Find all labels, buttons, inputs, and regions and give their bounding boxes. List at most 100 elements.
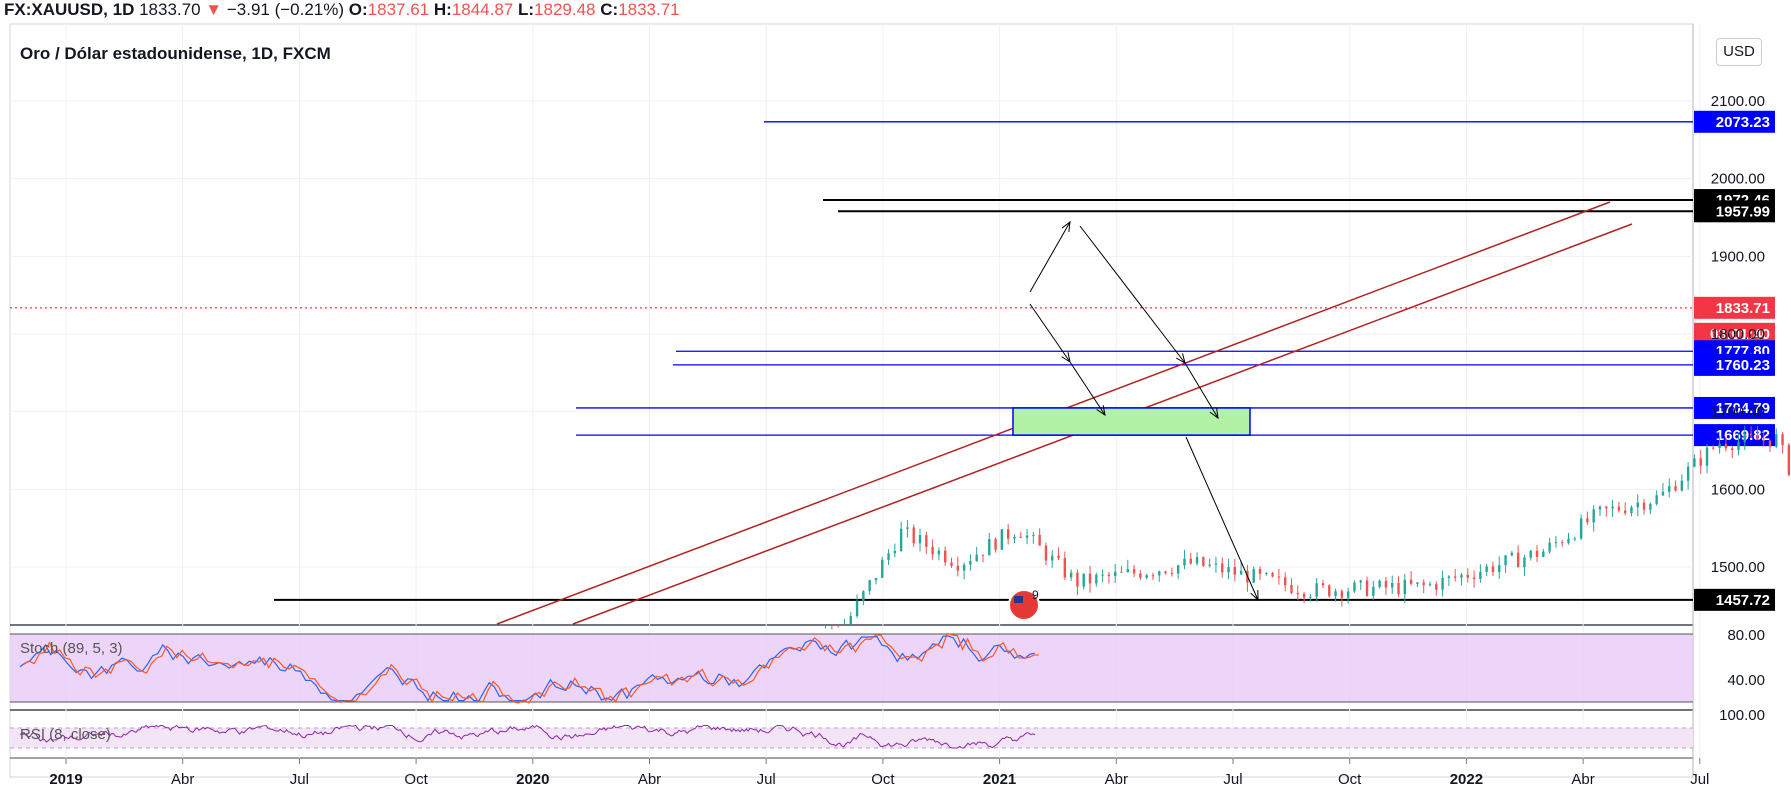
- candle-body: [1592, 509, 1595, 523]
- candle-body: [1334, 591, 1337, 597]
- candle-body: [1214, 563, 1218, 565]
- ohlc-legend: FX:XAUUSD, 1D 1833.70 ▼ −3.91 (−0.21%) O…: [4, 0, 680, 20]
- candle-body: [1504, 555, 1507, 566]
- y-tick-label: 2000.00: [1711, 171, 1765, 188]
- x-tick-label: Abr: [1571, 771, 1594, 788]
- candle-body: [893, 550, 897, 554]
- target-zone[interactable]: [1012, 407, 1251, 436]
- candle-body: [1636, 502, 1639, 508]
- candle-body: [1586, 518, 1589, 523]
- time-axis[interactable]: 2019 Abr Jul Oct 2020 Abr Jul Oct 2021 Abr Jul Oct 2…: [49, 758, 1709, 788]
- level-price-tag: [1694, 110, 1775, 133]
- candle-body: [1460, 574, 1463, 578]
- candle-body: [1195, 557, 1199, 564]
- candle-body: [1000, 529, 1004, 550]
- candle-body: [1151, 575, 1155, 577]
- candle-body: [1164, 571, 1167, 574]
- candle-body: [1397, 583, 1400, 595]
- candle-body: [1623, 510, 1627, 514]
- candle-body: [862, 591, 865, 601]
- level-price-label: 2073.23: [1716, 114, 1770, 131]
- candle-body: [1391, 583, 1394, 588]
- currency-button[interactable]: USD: [1716, 38, 1762, 66]
- candle-body: [1252, 568, 1255, 583]
- candle-body: [1485, 566, 1488, 572]
- candle-body: [1680, 480, 1684, 491]
- candle-body: [1567, 538, 1570, 544]
- candle-body: [1006, 529, 1010, 539]
- candle-body: [1283, 577, 1287, 586]
- horizontal-levels[interactable]: 2073.231972.461957.991833.7103:01:401777…: [10, 110, 1775, 611]
- candle-body: [1384, 580, 1388, 588]
- candle-body: [1126, 569, 1129, 572]
- projection-arrows[interactable]: [1029, 220, 1259, 602]
- candle-body: [1668, 486, 1671, 492]
- candle-body: [1277, 576, 1281, 578]
- open-label: O:: [348, 0, 368, 19]
- candle-body: [1132, 569, 1136, 574]
- candle-body: [1013, 536, 1016, 539]
- candle-body: [950, 562, 953, 566]
- candle-body: [1069, 572, 1073, 578]
- y-tick-label: 1600.00: [1711, 481, 1765, 498]
- level-price-label: 1833.71: [1716, 300, 1770, 317]
- x-tick-label: 2022: [1450, 771, 1483, 788]
- candle-body: [1561, 542, 1564, 544]
- event-badge-count: 9: [1032, 588, 1039, 602]
- candle-body: [956, 565, 960, 571]
- arrow-line: [1029, 303, 1071, 363]
- candle-body: [887, 553, 890, 560]
- candle-body: [1510, 552, 1514, 556]
- rsi-line: [19, 724, 1036, 749]
- candle-body: [1321, 583, 1325, 586]
- x-tick-label: Jul: [290, 771, 309, 788]
- x-tick-label: 2021: [983, 771, 1016, 788]
- candle-body: [1743, 433, 1746, 442]
- arrow-line: [1069, 361, 1106, 416]
- event-badge[interactable]: 9: [1008, 588, 1040, 621]
- price-axis[interactable]: 1500.00 1600.00 1700.00 1800.00 1900.00 2000.…: [1711, 93, 1765, 576]
- stoch-label[interactable]: Stoch (89, 5, 3): [20, 640, 123, 657]
- level-price-tag: [1694, 588, 1775, 611]
- indicator-tick-label: 100.00: [1719, 707, 1765, 724]
- candle-body: [1611, 506, 1614, 509]
- symbol-label[interactable]: FX:XAUUSD, 1D: [4, 0, 135, 19]
- y-tick-label: 1500.00: [1711, 559, 1765, 576]
- level-price-tag: [1694, 200, 1775, 223]
- indicator-bands: [10, 633, 1693, 749]
- candle-body: [1642, 502, 1646, 510]
- candle-body: [1731, 448, 1734, 451]
- stoch-lines: [19, 632, 1040, 704]
- candle-body: [1579, 518, 1583, 539]
- open-value: 1837.61: [367, 0, 430, 19]
- arrow-line: [1079, 225, 1186, 364]
- candle-body: [1756, 435, 1759, 440]
- candle-body: [1598, 506, 1602, 510]
- candle-body: [1340, 591, 1344, 598]
- candle-body: [868, 580, 871, 592]
- candlestick-series: [825, 425, 1791, 630]
- candle-body: [1705, 447, 1709, 466]
- candle-body: [975, 554, 978, 562]
- candle-body: [1523, 557, 1526, 568]
- candle-body: [1548, 542, 1551, 552]
- candle-body: [1057, 555, 1060, 558]
- candle-body: [1189, 558, 1192, 564]
- candle-body: [899, 528, 903, 551]
- indicator-tick-label: 40.00: [1727, 672, 1765, 689]
- candle-body: [1088, 573, 1092, 584]
- candle-body: [931, 546, 934, 555]
- candle-body: [1693, 458, 1696, 467]
- x-tick-label: Oct: [404, 771, 428, 788]
- candle-body: [1202, 557, 1205, 566]
- candle-body: [1265, 573, 1268, 575]
- candle-body: [1208, 564, 1211, 566]
- stoch-d-line: [23, 632, 1040, 704]
- level-price-label: 1704.79: [1716, 400, 1770, 417]
- level-price-tag: [1694, 353, 1775, 376]
- arrow-head: [1061, 220, 1071, 232]
- candle-body: [1453, 576, 1457, 578]
- rsi-label[interactable]: RSI (8, close): [20, 726, 111, 743]
- candle-body: [1554, 542, 1558, 544]
